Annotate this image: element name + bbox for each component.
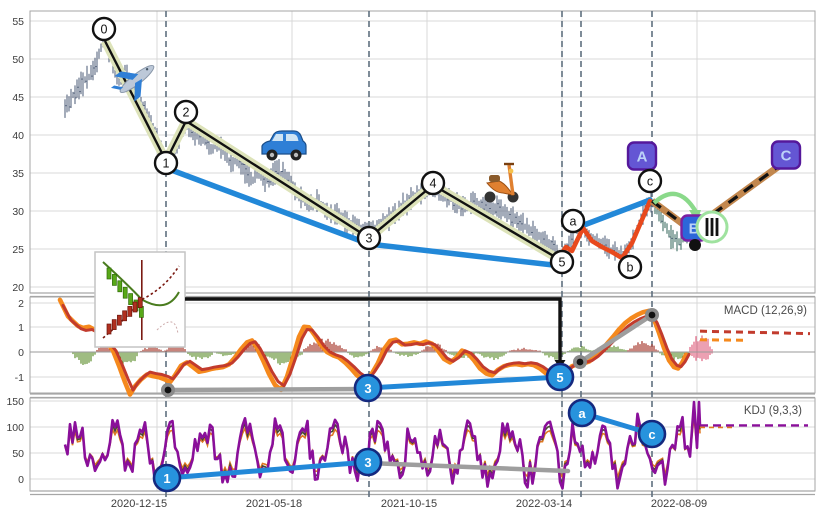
x-date-label: 2020-12-15 [111,498,167,510]
indicator-marker-5: 5 [545,362,575,392]
macd-lines [57,297,811,397]
y-tick-label: 55 [12,16,24,28]
wave-marker-label: 3 [366,232,373,246]
kdj-lines [63,400,808,490]
car-icon [261,130,307,161]
gray-dot-marker [161,383,175,397]
wave-marker-a: a [560,208,586,234]
x-date-label: 2022-03-14 [516,498,572,510]
y-tick-label: 40 [12,130,24,142]
wave-marker-label: c [647,175,653,189]
wave-marker-label: 2 [183,106,190,120]
gray-dot-marker [645,308,659,322]
macd-blue-trend [365,374,563,391]
y-tick-label: 0 [18,474,24,486]
y-tick-label: 0 [18,347,24,359]
indicator-marker-label: c [648,427,655,442]
gray-dot-marker [573,355,587,369]
y-tick-label: 25 [12,244,24,256]
wave-box-A: A [626,141,658,171]
y-tick-label: 100 [6,422,24,434]
wave-box-letter: C [781,148,792,165]
wave-marker-label: b [627,261,634,275]
indicator-marker-label: a [578,406,586,421]
wave-marker-b: b [617,254,643,280]
airplane-icon [110,64,155,102]
wave-box-letter: A [637,149,648,166]
wave-marker-0: 0 [91,16,117,42]
indicator-marker-label: 3 [364,455,371,470]
abc-correction-line [553,198,653,265]
indicator-marker-label: 3 [364,381,371,396]
y-tick-label: 50 [12,54,24,66]
wave-marker-1: 1 [153,150,179,176]
wave-marker-c: c [637,168,663,194]
x-date-label: 2022-08-09 [651,498,707,510]
y-tick-label: 150 [6,396,24,408]
degree-circle [695,210,729,244]
wave-marker-label: 4 [430,177,437,191]
indicator-marker-3: 3 [353,447,383,477]
macd-gray-trend [165,312,655,393]
wave-marker-label: a [570,215,577,229]
kdj-indicator-label: KDJ (9,3,3) [744,405,802,417]
wave-marker-label: 1 [163,157,170,171]
indicator-marker-1: 1 [152,463,182,493]
indicator-marker-a: a [567,398,597,428]
black-dot-marker [689,239,701,251]
indicator-marker-c: c [637,419,667,449]
y-tick-label: 2 [18,298,24,310]
wave-box-letter: B [689,221,700,238]
indicator-marker-3: 3 [353,373,383,403]
wave-marker-label: 5 [559,256,566,270]
y-tick-label: 45 [12,92,24,104]
wave-marker-5: 5 [549,249,575,275]
indicator-marker-label: 5 [556,370,563,385]
inset-connector-arrow [185,297,566,369]
x-date-label: 2021-10-15 [381,498,437,510]
y-tick-label: -1 [15,372,24,384]
wave-marker-3: 3 [356,225,382,251]
y-tick-label: 30 [12,206,24,218]
wave-count-line [100,38,565,265]
macd-indicator-label: MACD (12,26,9) [724,305,807,317]
y-tick-label: 1 [18,322,24,334]
y-tick-label: 50 [12,448,24,460]
x-date-label: 2021-05-18 [246,498,302,510]
indicator-marker-label: 1 [163,471,170,486]
macd-pattern-inset [94,251,186,348]
y-tick-label: 20 [12,282,24,294]
scooter-icon [484,162,519,203]
wave-marker-label: 0 [101,23,108,37]
wave-box-C: C [770,140,802,170]
wave-marker-4: 4 [420,170,446,196]
wave-marker-2: 2 [173,99,199,125]
y-tick-label: 35 [12,168,24,180]
kdj-gray-trend [365,460,571,474]
